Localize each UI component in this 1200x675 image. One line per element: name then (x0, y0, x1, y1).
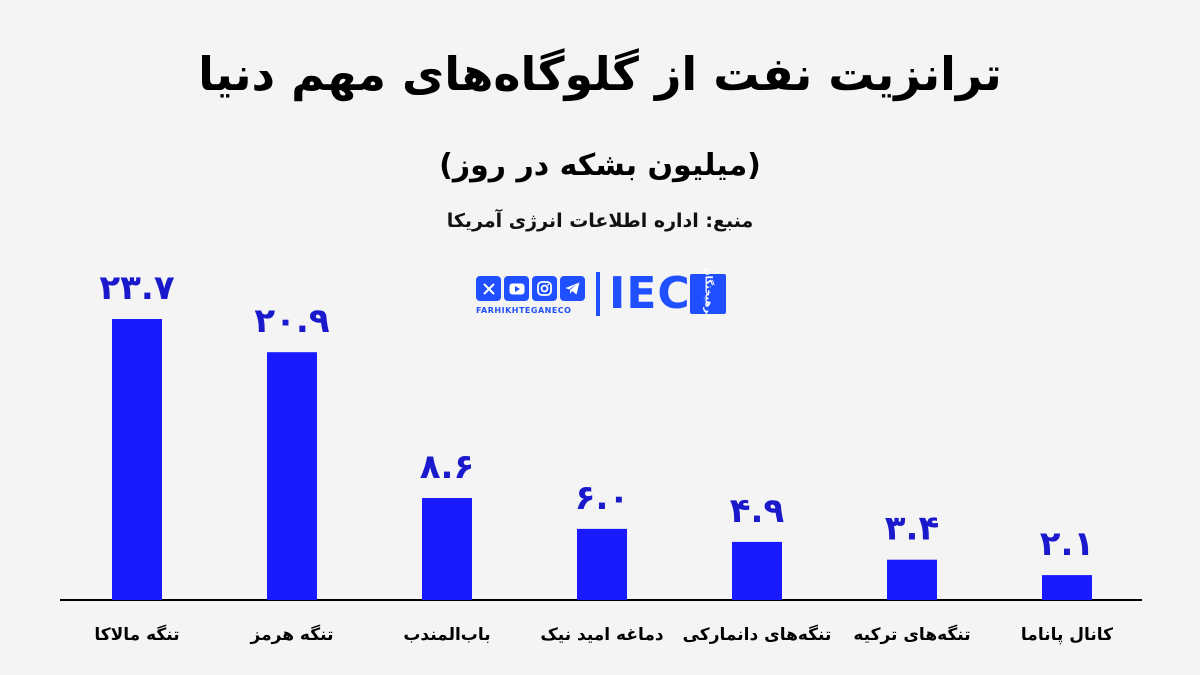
data-label: ۲۰.۹ (254, 301, 329, 341)
telegram-icon (560, 276, 585, 301)
data-label: ۶.۰ (575, 478, 629, 518)
youtube-icon (504, 276, 529, 301)
brand-wordmark: IEC (609, 268, 691, 319)
category-label: تنگه‌های ترکیه (853, 624, 970, 645)
social-icons (476, 276, 585, 301)
bar (267, 352, 317, 600)
category-label: تنگه‌های دانمارکی (683, 624, 832, 645)
category-label: تنگه هرمز (250, 624, 334, 645)
data-label: ۴.۹ (730, 491, 785, 531)
bar (1042, 575, 1092, 600)
instagram-icon (532, 276, 557, 301)
brand-badge: فرهیختگان (690, 267, 726, 321)
data-label: ۲.۱ (1040, 524, 1094, 564)
x-icon (476, 276, 501, 301)
data-label: ۲۳.۷ (99, 268, 174, 308)
category-label: باب‌المندب (403, 625, 490, 645)
category-label: کانال پاناما (1021, 625, 1113, 645)
bar (112, 319, 162, 600)
chart-title: ترانزیت نفت از گلوگاه‌های مهم دنیا (198, 47, 1002, 101)
category-label: دماغه امید نیک (540, 625, 664, 645)
chart-source: منبع: اداره اطلاعات انرژی آمریکا (446, 210, 754, 232)
bar (577, 528, 627, 600)
bar (422, 498, 472, 600)
brand-handle: FARHIKHTEGANECO (476, 306, 572, 315)
brand-logo: FARHIKHTEGANECO IEC فرهیختگان (476, 267, 736, 322)
chart-subtitle: (میلیون بشکه در روز) (439, 148, 761, 183)
data-label: ۳.۴ (885, 509, 939, 549)
logo-divider (596, 272, 600, 316)
data-label: ۸.۶ (420, 447, 474, 487)
category-label: تنگه مالاکا (94, 624, 179, 645)
bar (732, 541, 782, 600)
bar (887, 559, 937, 600)
